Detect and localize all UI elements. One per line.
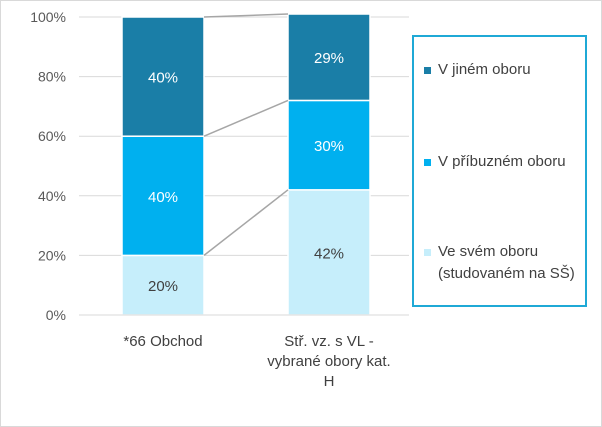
legend-label: Ve svém oboru (studovaném na SŠ) (438, 243, 575, 282)
data-label: 30% (314, 138, 344, 155)
data-label: 40% (148, 189, 178, 206)
legend: V jiném oboru V příbuzném oboru Ve svém ob… (412, 35, 587, 307)
x-category-label: *66 Obchod (123, 333, 202, 350)
series-line (203, 99, 289, 137)
legend-label: V příbuzném oboru (438, 153, 566, 170)
legend-swatch (424, 67, 431, 74)
legend-swatch (424, 159, 431, 166)
bar-segment (287, 13, 371, 102)
y-tick-label: 80% (38, 69, 66, 85)
data-label: 40% (148, 70, 178, 87)
data-label: 20% (148, 278, 178, 295)
bar-segment (121, 16, 205, 137)
series-line (203, 13, 289, 18)
y-tick-label: 60% (38, 128, 66, 144)
y-tick-label: 100% (30, 9, 66, 25)
series-line (203, 189, 289, 256)
bar-segment (121, 135, 205, 257)
data-label: 42% (314, 245, 344, 262)
y-tick-label: 20% (38, 247, 66, 263)
y-tick-label: 40% (38, 188, 66, 204)
legend-label: V jiném oboru (438, 61, 531, 78)
y-tick-label: 0% (46, 307, 66, 323)
data-label: 29% (314, 50, 344, 67)
x-category-label: Stř. vz. s VL -vybrané obory kat. H (267, 333, 390, 390)
legend-swatch (424, 249, 431, 256)
